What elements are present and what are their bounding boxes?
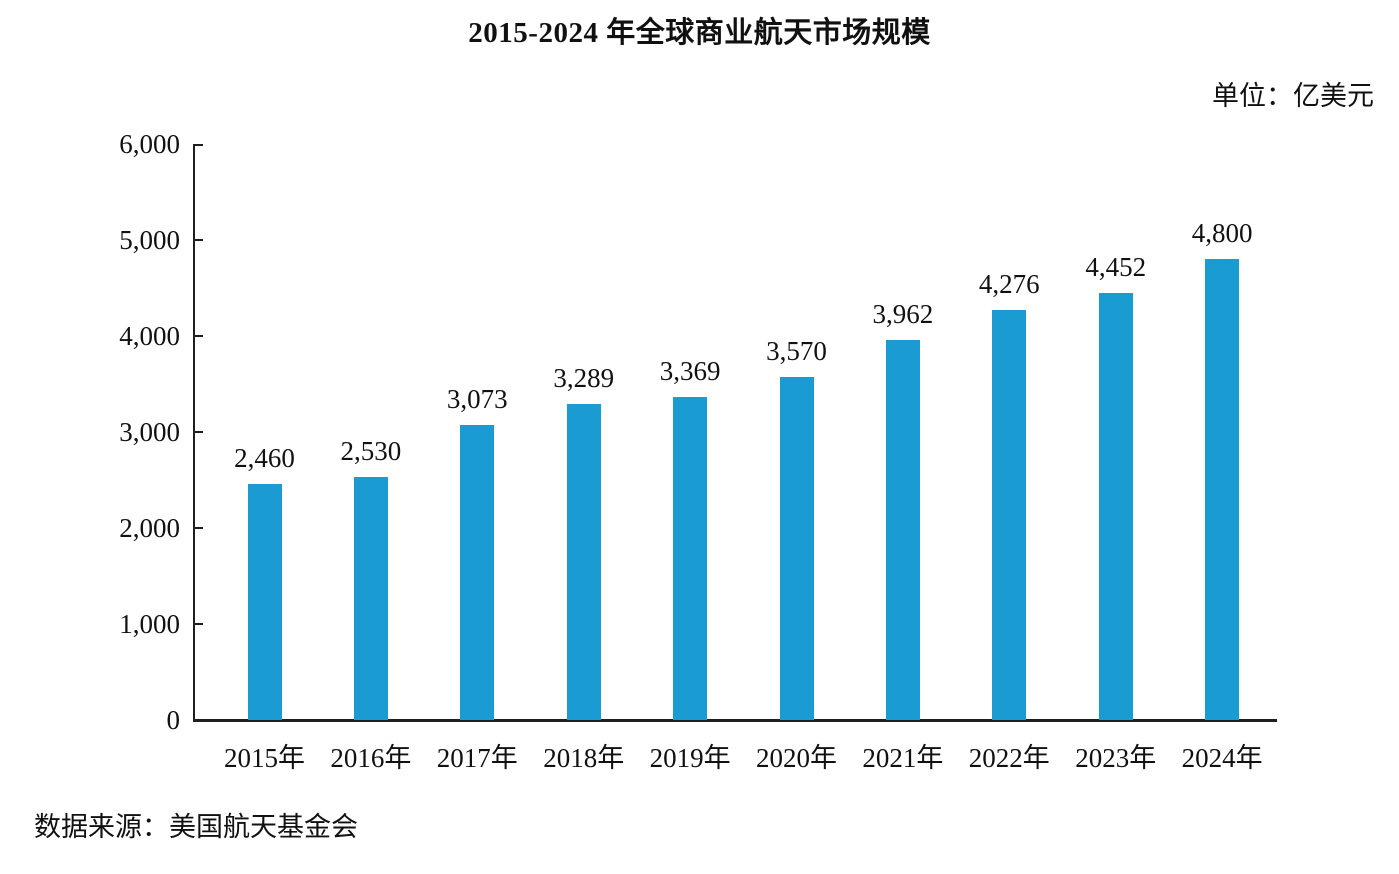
y-tick-mark — [193, 239, 203, 241]
x-axis-label: 2022年 — [968, 743, 1050, 773]
data-source: 数据来源：美国航天基金会 — [34, 812, 358, 842]
y-axis-label: 4,000 — [119, 321, 180, 351]
bar-value-label: 2,530 — [340, 436, 402, 467]
y-axis-label: 2,000 — [119, 513, 180, 543]
bar-2015年 — [247, 483, 282, 720]
bar-2023年 — [1098, 292, 1133, 720]
x-axis-label: 2020年 — [756, 743, 837, 773]
x-axis-label: 2024年 — [1181, 743, 1263, 773]
y-tick-mark — [193, 527, 203, 529]
x-axis-label: 2016年 — [330, 743, 412, 773]
bar-value-label: 3,962 — [872, 298, 934, 329]
y-axis-label: 1,000 — [119, 609, 180, 639]
y-axis-label: 5,000 — [119, 225, 180, 255]
chart-title: 2015-2024 年全球商业航天市场规模 — [468, 17, 931, 49]
bar-value-label: 4,800 — [1191, 218, 1253, 249]
bar-2017年 — [460, 424, 495, 720]
x-axis-label: 2019年 — [649, 743, 731, 773]
bar-value-label: 4,276 — [978, 268, 1040, 299]
y-tick-mark — [193, 144, 203, 146]
y-tick-mark — [193, 335, 203, 337]
y-tick-mark — [193, 431, 203, 433]
y-axis-label: 6,000 — [119, 129, 180, 159]
bar-value-label: 3,570 — [766, 336, 827, 367]
x-axis-label: 2017年 — [436, 743, 518, 773]
bar-2016年 — [353, 477, 388, 720]
bar-2020年 — [779, 377, 814, 720]
bar-value-label: 3,369 — [659, 355, 721, 386]
y-axis-label: 3,000 — [119, 417, 180, 447]
y-tick-mark — [193, 623, 203, 625]
unit-label: 单位：亿美元 — [1212, 81, 1374, 111]
bar-2019年 — [673, 396, 708, 720]
bar-2021年 — [885, 339, 920, 720]
x-axis-label: 2018年 — [543, 743, 625, 773]
bar-2022年 — [992, 309, 1027, 720]
bar-value-label: 2,460 — [234, 442, 295, 473]
plot-area — [193, 144, 1277, 722]
bar-value-label: 3,073 — [446, 383, 508, 414]
bar-value-label: 4,452 — [1085, 251, 1147, 282]
x-axis-label: 2015年 — [224, 743, 305, 773]
x-axis-label: 2021年 — [862, 743, 944, 773]
y-axis-label: 0 — [166, 705, 181, 735]
bar-2018年 — [566, 404, 601, 720]
bar-value-label: 3,289 — [553, 363, 615, 394]
bar-2024年 — [1205, 259, 1240, 720]
x-axis-label: 2023年 — [1075, 743, 1157, 773]
